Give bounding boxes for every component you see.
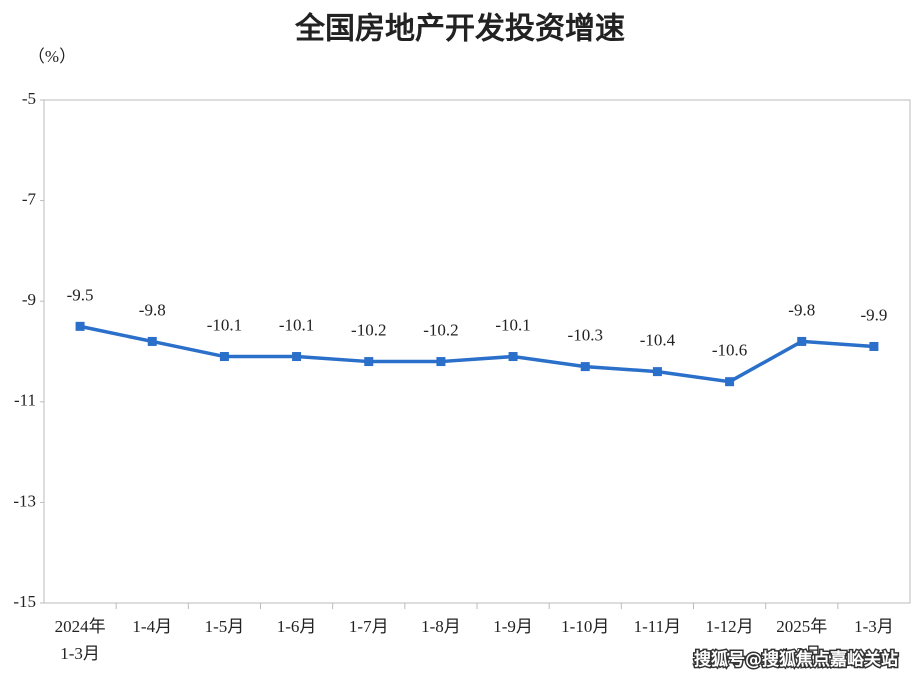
plot-frame (43, 99, 911, 604)
point (292, 352, 302, 362)
data-label: -10.3 (568, 325, 603, 344)
point (75, 321, 85, 331)
data-label: -10.6 (712, 341, 747, 360)
point (725, 377, 735, 387)
chart-title: 全国房地产开发投资增速 (294, 12, 625, 47)
x-tick-label: 1-8月 (421, 617, 461, 636)
x-tick-label: 1-6月 (277, 617, 317, 636)
x-tick-label: 2025年 1-2月 (776, 617, 827, 663)
data-label: -10.2 (351, 320, 386, 339)
line (79, 324, 875, 384)
y-tick-label: -9 (22, 290, 36, 309)
data-label: -9.8 (788, 300, 815, 319)
point (797, 336, 807, 346)
x-tick-label: 1-7月 (349, 617, 389, 636)
point (219, 352, 229, 362)
data-label: -10.1 (495, 315, 530, 334)
data-label: -9.5 (67, 285, 94, 304)
point (364, 357, 374, 367)
y-tick-label: -13 (13, 491, 36, 510)
data-label: -9.9 (860, 305, 887, 324)
x-tick-label: 1-9月 (493, 617, 533, 636)
x-tick-label: 1-11月 (634, 617, 682, 636)
point (508, 352, 518, 362)
y-tick-label: -5 (22, 89, 36, 108)
y-tick-label: -7 (22, 190, 37, 209)
x-tick-label: 2024年 1-3月 (55, 617, 106, 663)
point (580, 362, 590, 372)
x-tick-label: 1-10月 (561, 617, 609, 636)
x-tick-label: 1-5月 (205, 617, 245, 636)
y-tick-label: -15 (13, 592, 36, 611)
y-tick-label: -11 (14, 391, 36, 410)
data-label: -10.1 (207, 315, 242, 334)
point (147, 336, 157, 346)
y-axis-label: （%） (28, 47, 76, 66)
x-tick-label: 1-3月 (854, 617, 894, 636)
watermark: 搜狐号@搜狐焦点嘉峪关站 (694, 649, 898, 670)
point (436, 357, 446, 367)
x-tick-label: 1-4月 (132, 617, 172, 636)
data-label: -10.2 (423, 320, 458, 339)
point (869, 341, 879, 351)
data-label: -10.4 (640, 331, 676, 350)
x-tick-label: 1-12月 (705, 617, 753, 636)
point (652, 367, 662, 377)
data-label: -9.8 (139, 300, 166, 319)
data-label: -10.1 (279, 315, 314, 334)
